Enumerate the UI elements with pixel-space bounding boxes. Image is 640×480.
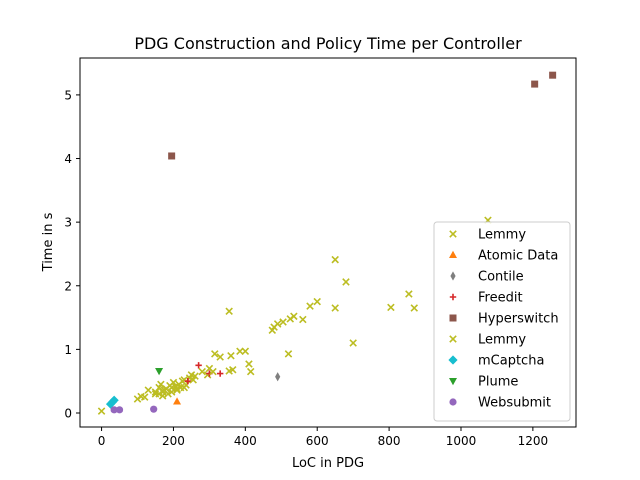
data-point xyxy=(168,152,176,160)
x-tick-label: 1000 xyxy=(446,434,477,448)
data-point xyxy=(151,390,160,398)
y-tick-label: 3 xyxy=(64,216,72,230)
legend-label: Freedit xyxy=(478,291,523,306)
axes-frame xyxy=(79,57,577,428)
data-point xyxy=(184,377,192,385)
series-contile-2 xyxy=(275,372,281,382)
legend-marker xyxy=(449,335,457,343)
data-point xyxy=(405,290,413,298)
data-point xyxy=(198,367,206,376)
x-axis-label: LoC in PDG xyxy=(292,456,364,471)
x-tick-label: 0 xyxy=(98,434,106,448)
data-point xyxy=(155,368,164,376)
data-point xyxy=(279,318,287,326)
x-tick-label: 1200 xyxy=(518,434,549,448)
x-tick-label: 600 xyxy=(306,434,329,448)
data-point xyxy=(191,372,199,380)
data-point xyxy=(211,350,219,358)
data-point xyxy=(246,367,255,376)
legend-label: mCaptcha xyxy=(478,354,544,369)
data-point xyxy=(180,383,188,392)
legend-label: Websubmit xyxy=(478,396,551,411)
data-point xyxy=(195,362,202,369)
legend: Lemmy Atomic Data Contile Freedit Hyperswitc… xyxy=(433,221,571,422)
legend-label: Hyperswitch xyxy=(478,312,559,327)
series-websubmit-8 xyxy=(110,405,158,414)
legend-marker xyxy=(449,398,457,406)
legend-label: Plume xyxy=(478,375,518,390)
data-point xyxy=(342,278,350,286)
axis-ticks: 0 200 400 600 800 1000 1200 0 1 2 3 4 5 xyxy=(64,88,548,448)
plot-area xyxy=(97,71,557,415)
y-tick-label: 4 xyxy=(64,152,72,166)
data-point xyxy=(180,376,188,384)
data-point xyxy=(169,378,178,387)
legend-marker xyxy=(449,250,457,258)
data-point xyxy=(549,71,557,79)
data-point xyxy=(173,385,181,393)
data-point xyxy=(110,406,118,414)
data-point xyxy=(225,307,233,315)
x-tick-label: 400 xyxy=(234,434,257,448)
data-point xyxy=(173,397,182,405)
data-point xyxy=(144,386,153,394)
legend-marker xyxy=(449,314,457,322)
series-lemmy-5 xyxy=(140,365,237,401)
data-point xyxy=(109,395,119,405)
data-point xyxy=(531,80,539,88)
legend-label: Lemmy xyxy=(478,228,526,243)
data-point xyxy=(216,370,224,377)
data-point xyxy=(164,390,172,398)
legend-label: Contile xyxy=(478,270,524,285)
data-point xyxy=(275,372,281,382)
data-point xyxy=(313,297,321,306)
x-tick-label: 200 xyxy=(162,434,185,448)
series-hyperswitch-4 xyxy=(168,71,557,160)
data-point xyxy=(410,304,419,312)
data-point xyxy=(245,360,253,368)
data-point xyxy=(387,303,395,312)
data-point xyxy=(273,320,282,328)
data-point xyxy=(306,302,314,310)
data-point xyxy=(167,388,176,396)
data-point xyxy=(209,367,217,376)
data-point xyxy=(299,315,307,324)
data-point xyxy=(228,365,237,374)
y-axis-label: Time in s xyxy=(41,212,56,272)
legend-marker xyxy=(449,378,457,386)
x-tick-label: 800 xyxy=(378,434,401,448)
data-point xyxy=(97,407,106,415)
legend-box xyxy=(433,221,571,422)
data-point xyxy=(158,386,167,395)
series-plume-7 xyxy=(155,368,164,376)
series-mcaptcha-6 xyxy=(105,395,119,409)
legend-marker xyxy=(448,355,458,365)
data-point xyxy=(290,312,298,321)
series-lemmy-0 xyxy=(97,216,492,415)
chart-title: PDG Construction and Policy Time per Con… xyxy=(134,34,522,53)
legend-label: Lemmy xyxy=(478,333,526,348)
data-point xyxy=(115,406,124,414)
data-point xyxy=(140,393,149,401)
legend-marker xyxy=(449,230,457,238)
data-point xyxy=(284,350,293,358)
data-point xyxy=(216,353,224,361)
y-tick-label: 2 xyxy=(64,279,72,293)
data-point xyxy=(189,376,197,384)
legend-marker xyxy=(450,271,456,281)
data-point xyxy=(150,405,158,413)
y-tick-label: 1 xyxy=(64,343,72,357)
y-tick-label: 5 xyxy=(64,88,72,102)
y-tick-label: 0 xyxy=(64,407,72,421)
data-point xyxy=(241,347,250,356)
legend-label: Atomic Data xyxy=(478,249,558,264)
data-point xyxy=(349,339,357,347)
data-point xyxy=(331,255,339,264)
legend-marker xyxy=(449,293,457,301)
data-point xyxy=(227,351,235,360)
data-point xyxy=(331,304,339,312)
series-atomic-data-1 xyxy=(173,397,182,405)
